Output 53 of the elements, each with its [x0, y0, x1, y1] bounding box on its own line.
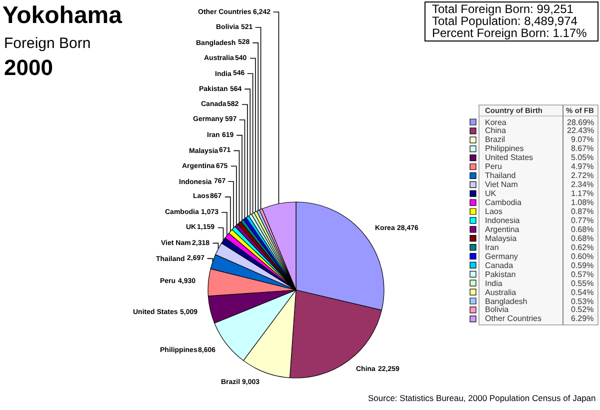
legend-label: Australia: [485, 288, 517, 297]
text: 2.72%: [571, 171, 594, 180]
text: Total Population: 8,489,974: [432, 14, 578, 28]
legend-label: Bangladesh: [485, 297, 528, 306]
legend-label: Malaysia: [485, 234, 518, 243]
text: Foreign Born: [4, 35, 91, 52]
legend-label: Pakistan: [485, 270, 516, 279]
legend-label: India: [485, 279, 503, 288]
legend-label: Other Countries: [485, 314, 542, 323]
source-note: Source: Statistics Bureau, 2000 Population Census of Japan: [368, 393, 596, 403]
text: 1.08%: [571, 198, 594, 207]
legend-label: Canada: [485, 261, 514, 270]
legend-label: Argentina: [485, 225, 520, 234]
text: 0.77%: [571, 216, 594, 225]
text: 0.62%: [571, 243, 594, 252]
legend-label: UK: [485, 189, 497, 198]
legend-label: Peru: [485, 162, 502, 171]
legend-label: Germany: [485, 252, 518, 261]
text: 0.55%: [571, 279, 594, 288]
text: 2.34%: [571, 180, 594, 189]
text: 28.69%: [567, 118, 594, 127]
text: 22.43%: [567, 126, 594, 135]
text: 0.87%: [571, 207, 594, 216]
text: 6.29%: [571, 314, 594, 323]
legend-label: Cambodia: [485, 198, 522, 207]
legend-label: Brazil: [485, 135, 506, 144]
text: 8.67%: [571, 144, 594, 153]
legend-label: Bolivia: [485, 305, 510, 314]
text: 5.05%: [571, 153, 594, 162]
text: 2000: [4, 55, 53, 80]
text: 4.97%: [571, 162, 594, 171]
text: 0.53%: [571, 297, 594, 306]
legend-label: Laos: [485, 207, 502, 216]
text: 0.59%: [571, 261, 594, 270]
legend-label: China: [485, 126, 506, 135]
text: 0.57%: [571, 270, 594, 279]
legend-label: Thailand: [485, 171, 516, 180]
text: 9.07%: [571, 135, 594, 144]
text: 0.60%: [571, 252, 594, 261]
legend-label: Viet Nam: [485, 180, 518, 189]
chart-title: Yokohama: [2, 2, 123, 29]
legend-label: Indonesia: [485, 216, 520, 225]
text: Percent Foreign Born: 1.17%: [432, 26, 588, 40]
text: Total Foreign Born: 99,251: [432, 2, 574, 16]
text: 0.68%: [571, 234, 594, 243]
legend-label: Philippines: [485, 144, 524, 153]
text: 0.68%: [571, 225, 594, 234]
text: 0.54%: [571, 288, 594, 297]
legend-label: United States: [485, 153, 534, 162]
text: 0.52%: [571, 305, 594, 314]
legend-label: Korea: [485, 118, 507, 127]
text: 1.17%: [571, 189, 594, 198]
legend-label: Iran: [485, 243, 499, 252]
